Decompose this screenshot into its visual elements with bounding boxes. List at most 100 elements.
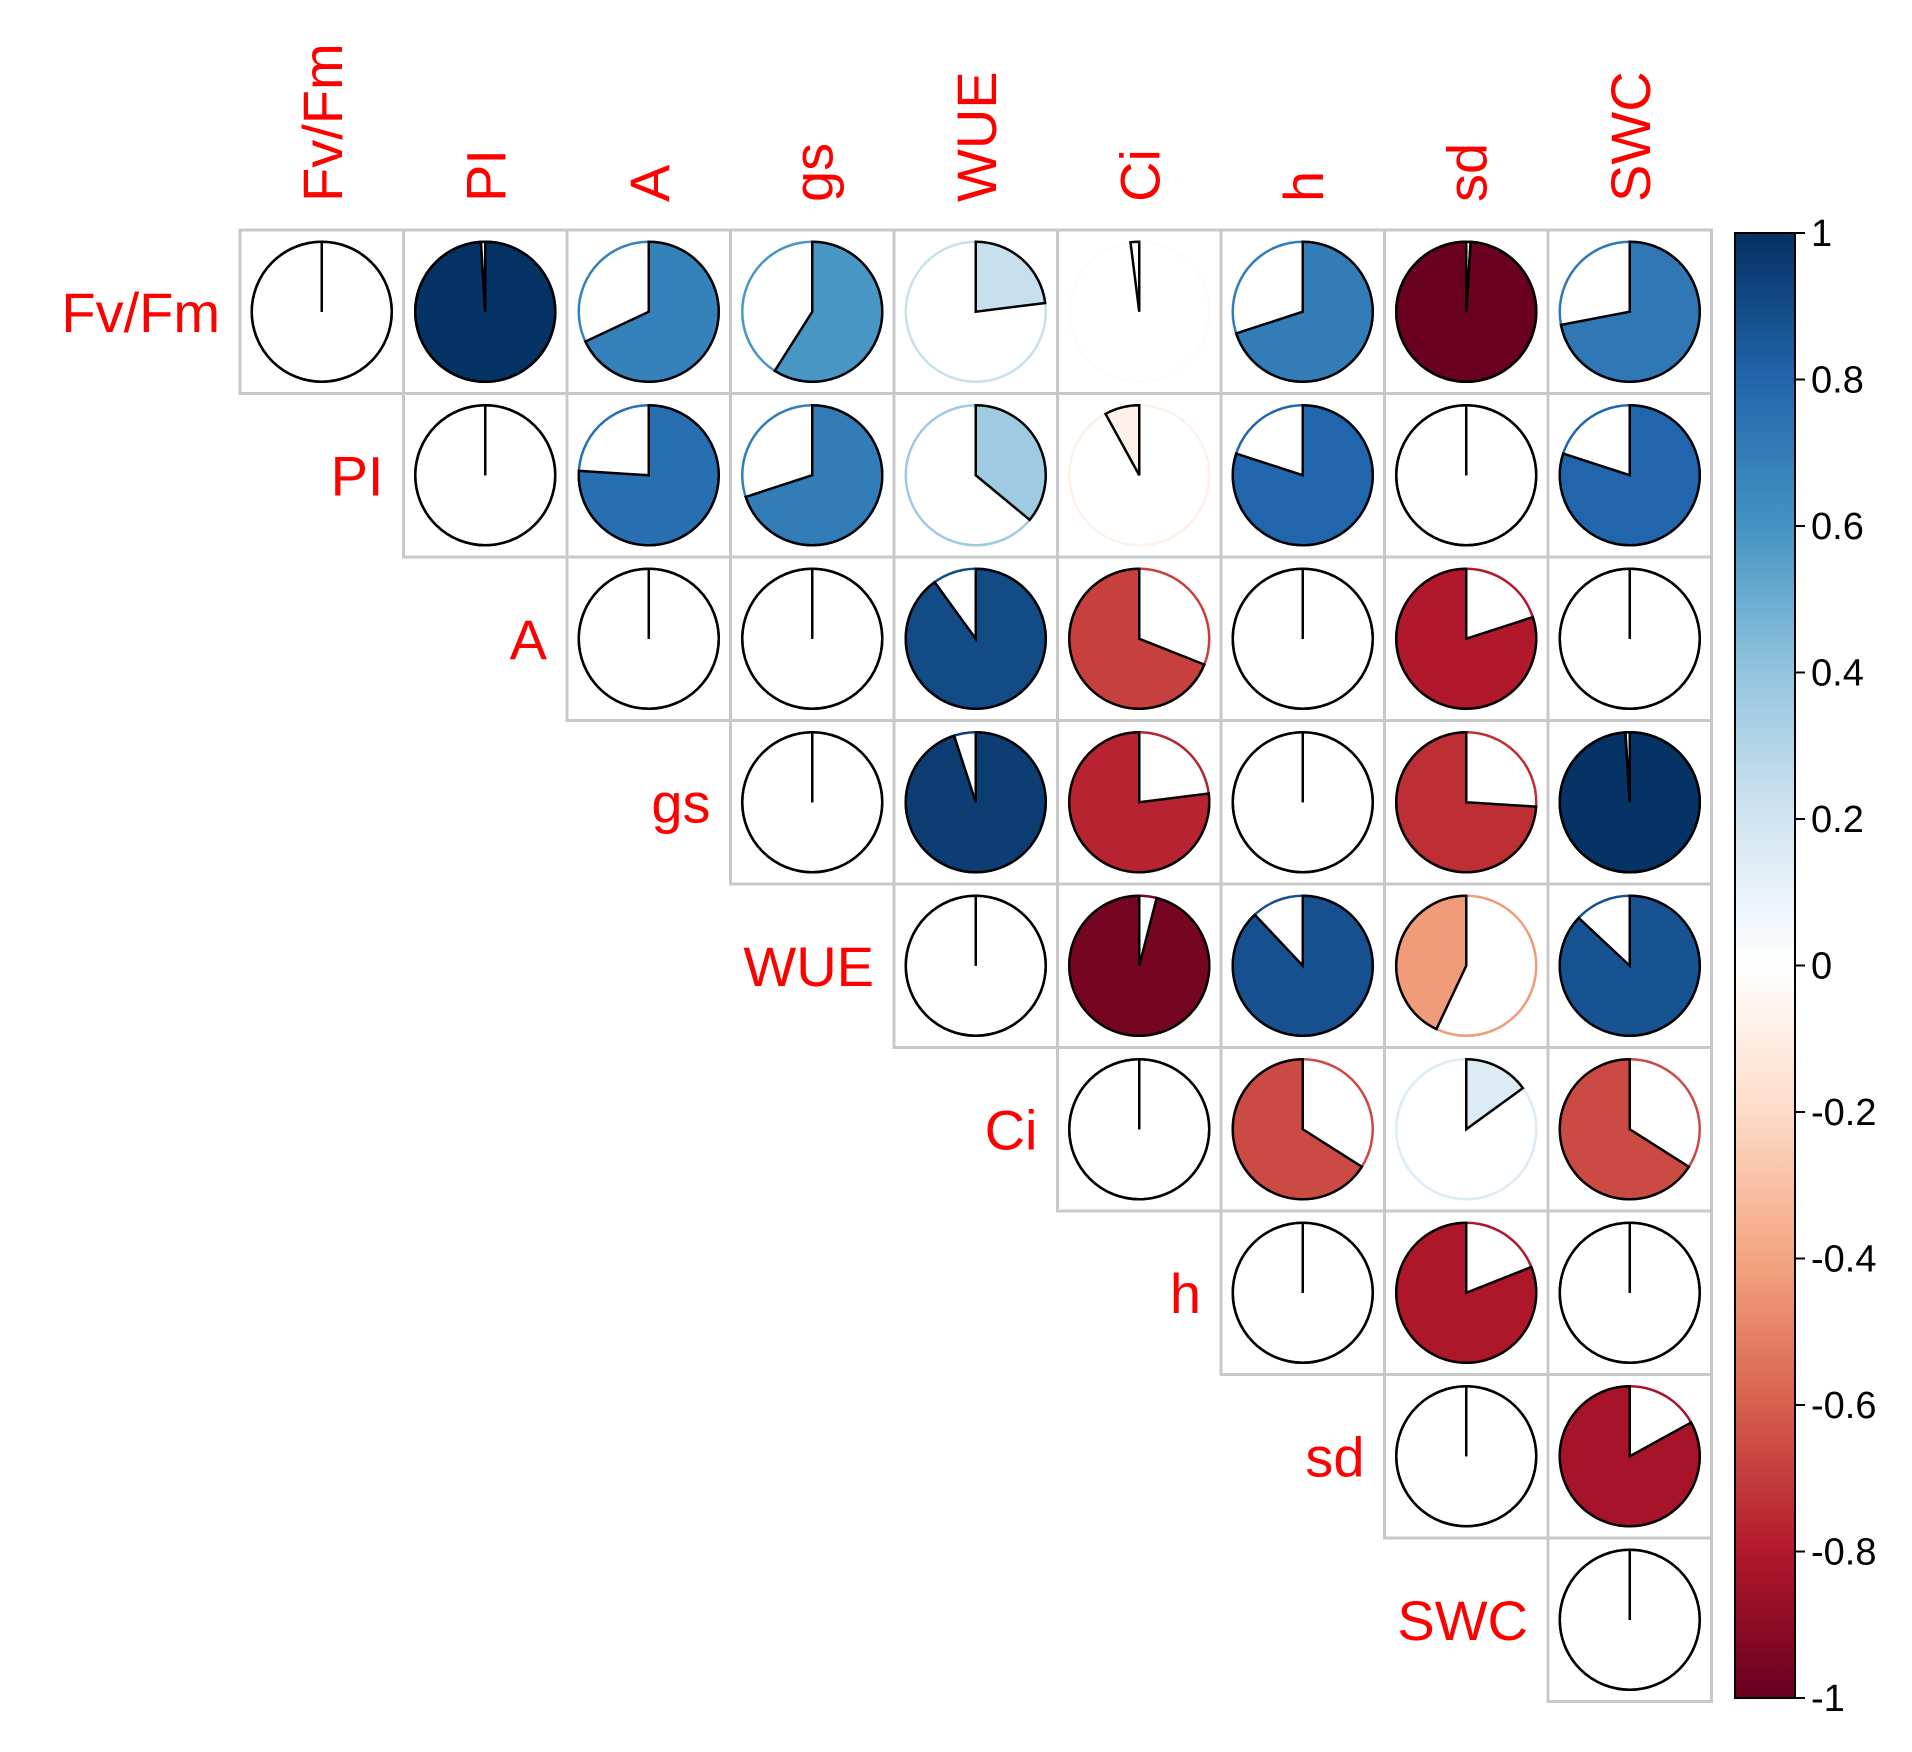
- cell-pi-a: [565, 392, 732, 559]
- cell-ci-h: [1219, 1046, 1386, 1213]
- row-label-gs: gs: [651, 771, 710, 834]
- colorbar-tick-label: 0.6: [1811, 506, 1864, 548]
- cell-h-h: [1219, 1209, 1386, 1376]
- pie-wedge: [1395, 894, 1468, 1031]
- cell-fv-fm-fv-fm: [238, 228, 405, 395]
- cell-gs-h: [1219, 719, 1386, 886]
- cell-wue-swc: [1546, 882, 1713, 1049]
- cell-pi-pi: [402, 392, 569, 559]
- cell-fv-fm-a: [565, 228, 732, 395]
- cell-fv-fm-gs: [729, 228, 896, 395]
- cell-h-sd: [1383, 1209, 1550, 1376]
- colorbar-tick-label: 0.4: [1811, 653, 1864, 695]
- correlation-cells: [238, 228, 1713, 1703]
- pie-wedge: [583, 240, 720, 383]
- row-label-wue: WUE: [743, 935, 874, 998]
- cell-a-ci: [1056, 555, 1223, 722]
- row-label-fv-fm: Fv/Fm: [61, 281, 220, 344]
- cell-sd-sd: [1383, 1373, 1550, 1540]
- cell-a-h: [1219, 555, 1386, 722]
- colorbar-tick-label: 0.8: [1811, 360, 1864, 402]
- pie-wedge: [1068, 730, 1211, 874]
- cell-pi-gs: [729, 392, 896, 559]
- cell-wue-wue: [892, 882, 1059, 1049]
- pie-wedge: [1559, 240, 1701, 383]
- pie-wedge: [744, 403, 884, 547]
- row-labels: Fv/Fm PI Ags WUE Ci h sd SWC: [61, 281, 1528, 1652]
- column-label-pi: PI: [454, 149, 517, 202]
- column-label-ci: Ci: [1108, 149, 1171, 202]
- colorbar-tick-label: -1: [1811, 1678, 1845, 1720]
- cell-gs-swc: [1546, 719, 1713, 886]
- pie-wedge: [1231, 403, 1375, 547]
- cell-pi-wue: [892, 392, 1059, 559]
- row-label-swc: SWC: [1397, 1589, 1528, 1652]
- cell-ci-sd: [1383, 1046, 1550, 1213]
- cell-wue-ci: [1056, 882, 1223, 1049]
- cell-h-swc: [1546, 1209, 1713, 1376]
- color-legend: 1 0.8 0.6 0.4 0.2 0 -0.2 -0.4 -0.6 -0.8 -1: [1734, 213, 1876, 1720]
- colorbar-tick-label: -0.4: [1811, 1239, 1876, 1281]
- pie-wedge: [1394, 567, 1538, 710]
- pie-wedge: [1558, 403, 1702, 547]
- cell-fv-fm-sd: [1383, 228, 1550, 395]
- cell-a-sd: [1383, 555, 1550, 722]
- cell-ci-ci: [1056, 1046, 1223, 1213]
- pie-wedge: [773, 240, 884, 383]
- pie-wedge: [904, 730, 1047, 874]
- column-label-wue: WUE: [945, 71, 1008, 202]
- cell-gs-wue: [892, 719, 1059, 886]
- row-label-a: A: [510, 608, 548, 671]
- pie-wedge: [974, 403, 1048, 522]
- cell-wue-h: [1219, 882, 1386, 1049]
- pie-wedge: [1231, 1057, 1364, 1201]
- colorbar-tick-label: 0: [1811, 946, 1832, 988]
- cell-pi-ci: [1056, 392, 1223, 559]
- pie-end-line: [479, 241, 487, 312]
- pie-end-line: [1465, 241, 1472, 312]
- cell-fv-fm-wue: [892, 228, 1059, 395]
- pie-wedge: [974, 240, 1047, 314]
- cell-pi-swc: [1546, 392, 1713, 559]
- pie-wedge: [1394, 1221, 1538, 1364]
- cell-wue-sd: [1383, 882, 1550, 1049]
- pie-wedge: [1558, 894, 1701, 1037]
- pie-wedge: [904, 567, 1047, 710]
- column-label-a: A: [618, 164, 681, 202]
- cell-gs-gs: [729, 719, 896, 886]
- pie-wedge: [1558, 1384, 1701, 1528]
- cell-swc-swc: [1546, 1536, 1713, 1703]
- cell-frame: [1546, 1536, 1713, 1703]
- column-label-h: h: [1272, 171, 1335, 202]
- row-label-pi: PI: [331, 444, 384, 507]
- cell-ci-swc: [1546, 1046, 1713, 1213]
- pie-wedge: [1465, 1057, 1525, 1132]
- pie-wedge: [1103, 403, 1141, 476]
- pie-wedge: [1558, 1057, 1691, 1201]
- pie-wedge: [1395, 730, 1538, 874]
- column-label-sd: sd: [1435, 143, 1498, 202]
- pie-wedge: [1129, 240, 1141, 312]
- row-label-h: h: [1170, 1262, 1201, 1325]
- cell-fv-fm-pi: [402, 228, 569, 395]
- colorbar-tick-label: -0.6: [1811, 1385, 1876, 1427]
- pie-wedge: [1231, 894, 1374, 1037]
- pie-end-line: [1624, 732, 1631, 803]
- row-label-sd: sd: [1305, 1425, 1364, 1488]
- colorbar-gradient: [1734, 232, 1796, 1699]
- cell-sd-swc: [1546, 1373, 1713, 1540]
- pie-wedge: [577, 403, 720, 547]
- cell-pi-sd: [1383, 392, 1550, 559]
- column-label-gs: gs: [781, 143, 844, 202]
- pie-wedge: [1067, 567, 1206, 710]
- cell-fv-fm-ci: [1056, 228, 1223, 395]
- colorbar-tick-label: -0.2: [1811, 1092, 1876, 1134]
- cell-a-a: [565, 555, 732, 722]
- cell-a-gs: [729, 555, 896, 722]
- row-label-ci: Ci: [985, 1098, 1038, 1161]
- pie-wedge: [1068, 894, 1211, 1037]
- colorbar-tick-label: 0.2: [1811, 799, 1864, 841]
- pie-wedge: [1234, 240, 1375, 383]
